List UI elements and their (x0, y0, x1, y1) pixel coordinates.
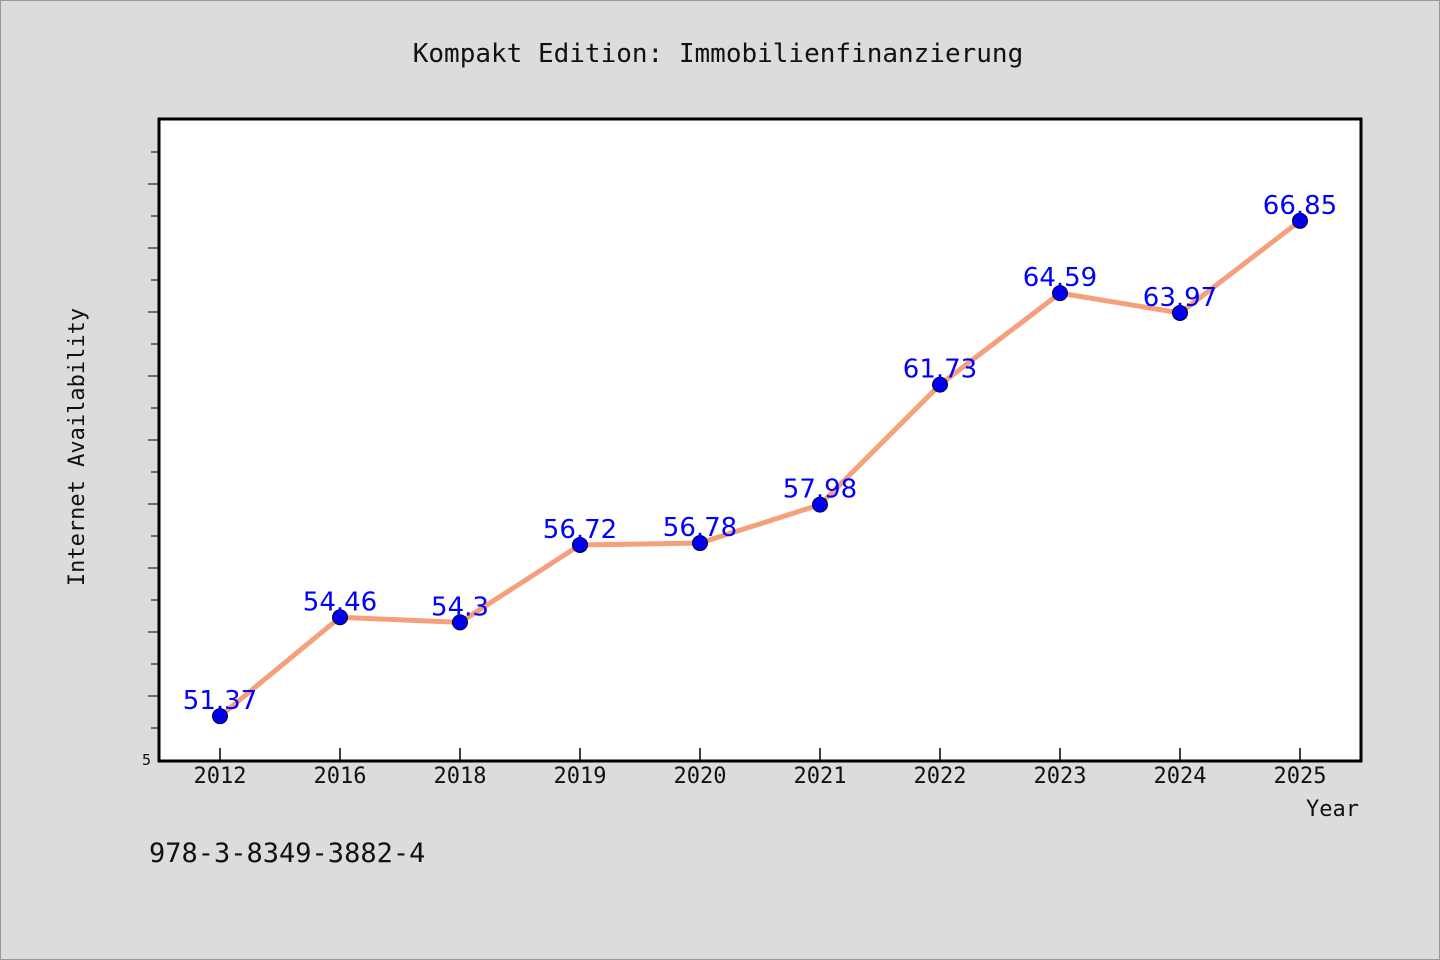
x-tick-label: 2019 (554, 764, 607, 789)
data-label: 56.72 (543, 515, 617, 545)
data-point (692, 535, 708, 552)
x-tick-label: 2012 (194, 764, 247, 789)
plot-area (157, 117, 1363, 763)
x-tick-label: 2018 (434, 764, 487, 789)
data-point (1052, 285, 1068, 302)
data-label: 64.59 (1023, 263, 1097, 293)
x-tick-label: 2023 (1034, 764, 1087, 789)
chart-title: Kompakt Edition: Immobilienfinanzierung (413, 39, 1023, 69)
x-axis-tick-labels: 2012 2016 2018 2019 2020 2021 2022 2023 2024 2025 (194, 764, 1327, 789)
data-point (332, 609, 348, 626)
y-tick-label: 5 (142, 751, 151, 769)
x-axis-label: Year (1306, 797, 1359, 822)
data-point (572, 536, 588, 553)
data-label: 54.3 (431, 592, 489, 622)
data-point (1172, 304, 1188, 321)
x-tick-label: 2024 (1154, 764, 1207, 789)
data-point (212, 708, 228, 725)
x-axis-ticks (219, 748, 1301, 760)
x-tick-label: 2020 (674, 764, 727, 789)
x-tick-label: 2016 (314, 764, 367, 789)
y-axis-ticks (148, 151, 160, 729)
data-label: 56.78 (663, 513, 737, 543)
x-tick-label: 2021 (794, 764, 847, 789)
data-point (1292, 212, 1308, 229)
data-label: 66.85 (1263, 191, 1337, 221)
x-tick-label: 2025 (1274, 764, 1327, 789)
data-point (812, 496, 828, 513)
data-label: 57.98 (783, 475, 857, 505)
data-label: 61.73 (903, 355, 977, 385)
data-point (932, 376, 948, 393)
isbn-annotation: 978-3-8349-3882-4 (149, 838, 425, 869)
x-tick-label: 2022 (914, 764, 967, 789)
data-point (452, 614, 468, 631)
series-line (217, 218, 1303, 719)
y-axis-label: Internet Availability (65, 308, 90, 586)
data-label: 63.97 (1143, 283, 1217, 313)
data-label: 51.37 (183, 686, 257, 716)
data-label: 54.46 (303, 587, 377, 617)
series-group: 51.37 54.46 54.3 56.72 56.78 57.98 61.73 64.59 6… (183, 191, 1337, 725)
